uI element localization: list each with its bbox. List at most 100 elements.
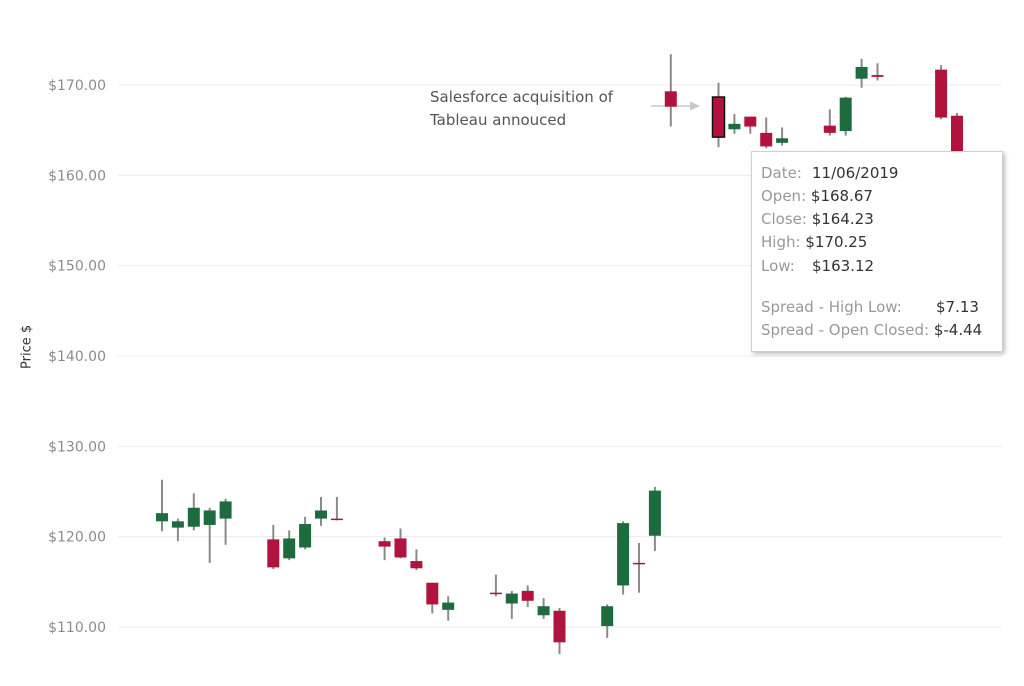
- tooltip-spread-oc-label: Spread - Open Closed:: [761, 321, 930, 339]
- candle-body: [156, 513, 168, 522]
- candle[interactable]: [442, 596, 455, 621]
- candle-body: [648, 490, 661, 536]
- tooltip-open-label: Open:: [761, 187, 807, 205]
- tooltip: Date: 11/06/2019 Open: $168.67 Close: $1…: [751, 151, 1003, 352]
- candle[interactable]: [505, 590, 518, 619]
- tooltip-open-row: Open: $168.67: [761, 187, 873, 205]
- candle-body: [664, 91, 677, 107]
- candle[interactable]: [521, 585, 534, 608]
- candle-body: [951, 115, 963, 158]
- candle-body: [728, 123, 741, 130]
- candles[interactable]: [156, 54, 963, 655]
- tooltip-spread-oc-value: $-4.44: [933, 321, 983, 339]
- candle[interactable]: [315, 496, 327, 526]
- tooltip-spread-hl-label: Spread - High Low:: [761, 298, 902, 316]
- tooltip-high-label: High:: [761, 233, 801, 251]
- candle-body: [633, 562, 645, 565]
- candle-body: [505, 593, 518, 604]
- candle[interactable]: [156, 479, 168, 532]
- candle[interactable]: [871, 63, 884, 81]
- candle[interactable]: [489, 574, 502, 597]
- candle-body: [267, 539, 280, 568]
- y-tick-label: $140.00: [48, 349, 106, 365]
- tooltip-date-value: 11/06/2019: [812, 164, 899, 182]
- candle[interactable]: [776, 127, 789, 146]
- candle[interactable]: [744, 116, 757, 134]
- tooltip-spread-hl-row: Spread - High Low: $7.13: [761, 298, 979, 316]
- candle-body: [935, 69, 948, 118]
- candle[interactable]: [728, 113, 741, 134]
- annotation-line-1: Salesforce acquisition of: [430, 88, 614, 106]
- candle[interactable]: [537, 598, 550, 619]
- candle[interactable]: [299, 516, 312, 550]
- candle[interactable]: [823, 109, 836, 136]
- candle-body: [315, 510, 327, 519]
- tooltip-low-label: Low:: [761, 257, 795, 275]
- tooltip-date-label: Date:: [761, 164, 802, 182]
- candle[interactable]: [633, 542, 645, 593]
- candle-body: [203, 510, 216, 525]
- candle-body: [426, 582, 439, 605]
- y-tick-label: $150.00: [48, 259, 106, 275]
- candle-body: [283, 538, 296, 559]
- candle-body: [489, 592, 502, 595]
- candle[interactable]: [553, 608, 566, 655]
- candle-body: [855, 66, 868, 79]
- candle-body: [442, 602, 455, 610]
- candle-body: [330, 518, 343, 521]
- candle-body: [410, 561, 423, 569]
- tooltip-high-row: High: $170.25: [761, 233, 867, 251]
- y-tick-label: $120.00: [48, 530, 106, 546]
- candle-body: [711, 96, 726, 138]
- candle-body: [617, 523, 630, 586]
- candle[interactable]: [855, 58, 868, 88]
- candle[interactable]: [426, 582, 439, 614]
- candle[interactable]: [171, 518, 184, 542]
- candle[interactable]: [760, 117, 773, 149]
- y-axis-ticks: $110.00 $120.00 $130.00 $140.00 $150.00 $160.…: [48, 78, 106, 636]
- tooltip-open-value: $168.67: [810, 187, 873, 205]
- tooltip-low-row: Low: $163.12: [761, 257, 874, 275]
- candle-body: [394, 538, 407, 558]
- candle[interactable]: [617, 521, 630, 595]
- y-tick-label: $160.00: [48, 168, 106, 184]
- candle[interactable]: [601, 604, 614, 638]
- candle[interactable]: [711, 82, 726, 148]
- tooltip-close-value: $164.23: [811, 210, 874, 228]
- candle-body: [378, 541, 391, 547]
- tooltip-close-label: Close:: [761, 210, 807, 228]
- candle[interactable]: [187, 493, 200, 531]
- candle[interactable]: [664, 54, 677, 127]
- candle-body: [521, 590, 534, 601]
- gridlines: [118, 84, 1002, 628]
- candle-body: [871, 75, 884, 77]
- candle-body: [187, 507, 200, 527]
- tooltip-spread-oc-row: Spread - Open Closed: $-4.44: [761, 321, 982, 339]
- y-tick-label: $130.00: [48, 439, 106, 455]
- candle-body: [553, 610, 566, 643]
- candle[interactable]: [648, 486, 661, 552]
- candle[interactable]: [935, 65, 948, 120]
- candle-body: [823, 125, 836, 133]
- candle[interactable]: [394, 528, 407, 559]
- candle-body: [760, 132, 773, 147]
- candle[interactable]: [283, 530, 296, 561]
- candle-body: [839, 97, 852, 132]
- candle-body: [299, 524, 312, 548]
- tooltip-spread-hl-value: $7.13: [936, 298, 979, 316]
- candle[interactable]: [330, 496, 343, 521]
- candle-body: [744, 116, 757, 127]
- y-tick-label: $110.00: [48, 620, 106, 636]
- candle[interactable]: [203, 507, 216, 563]
- candle[interactable]: [267, 524, 280, 570]
- tooltip-date-row: Date: 11/06/2019: [761, 164, 898, 182]
- candle[interactable]: [839, 96, 852, 136]
- candle[interactable]: [378, 537, 391, 561]
- tooltip-close-row: Close: $164.23: [761, 210, 874, 228]
- candle[interactable]: [219, 498, 232, 545]
- candle[interactable]: [410, 549, 423, 571]
- y-tick-label: $170.00: [48, 78, 106, 94]
- tooltip-low-value: $163.12: [812, 257, 875, 275]
- candle-body: [171, 521, 184, 528]
